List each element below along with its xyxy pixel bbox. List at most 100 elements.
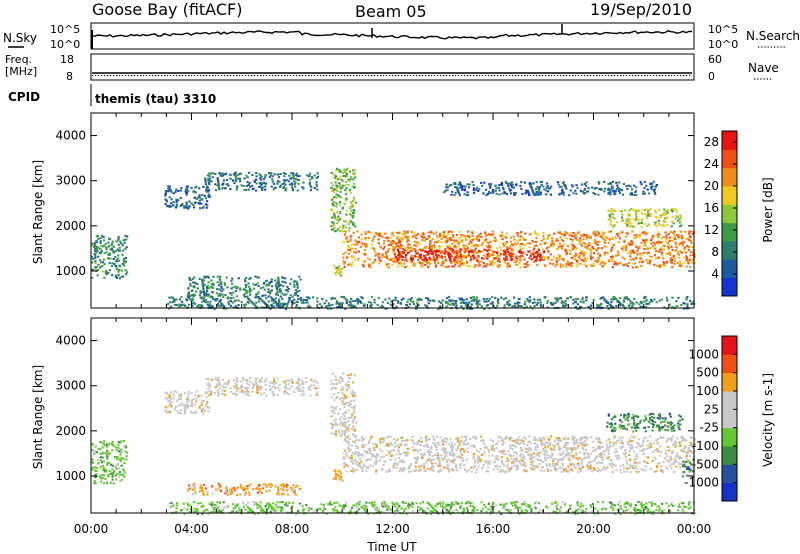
scatter-cell — [663, 212, 666, 214]
scatter-cell — [465, 302, 468, 305]
scatter-cell — [263, 281, 266, 284]
scatter-cell — [102, 258, 105, 261]
scatter-cell — [99, 441, 102, 444]
scatter-cell — [377, 297, 380, 300]
scatter-cell — [201, 282, 204, 285]
scatter-cell — [117, 257, 120, 260]
scatter-cell — [602, 296, 605, 299]
scatter-cell — [219, 300, 222, 303]
scatter-cell — [216, 178, 219, 180]
scatter-cell — [648, 246, 651, 249]
scatter-cell — [462, 254, 465, 257]
scatter-cell — [511, 305, 514, 308]
scatter-cell — [437, 250, 440, 253]
scatter-cell — [574, 306, 577, 308]
scatter-cell — [202, 288, 205, 291]
scatter-cell — [670, 209, 673, 212]
scatter-cell — [317, 387, 320, 389]
scatter-cell — [437, 512, 440, 515]
scatter-cell — [120, 269, 123, 272]
scatter-cell — [471, 249, 474, 252]
scatter-cell — [466, 307, 469, 310]
scatter-cell — [376, 303, 379, 306]
scatter-cell — [526, 190, 530, 193]
scatter-cell — [649, 207, 652, 210]
scatter-cell — [451, 190, 454, 193]
scatter-cell — [653, 190, 656, 193]
scatter-cell — [371, 261, 374, 264]
scatter-cell — [261, 189, 264, 191]
scatter-cell — [262, 483, 265, 486]
scatter-cell — [562, 193, 565, 196]
scatter-cell — [671, 296, 674, 299]
scatter-cell — [193, 276, 196, 279]
scatter-cell — [249, 277, 252, 279]
scatter-cell — [500, 296, 503, 299]
scatter-cell — [341, 227, 344, 229]
scatter-cell — [639, 305, 642, 308]
scatter-cell — [111, 240, 114, 243]
scatter-cell — [594, 260, 597, 262]
scatter-cell — [223, 282, 226, 285]
scatter-cell — [256, 377, 259, 380]
scatter-cell — [101, 468, 104, 471]
scatter-cell — [445, 239, 448, 242]
scatter-cell — [657, 219, 661, 222]
scatter-cell — [187, 286, 190, 289]
scatter-cell — [614, 190, 617, 193]
scatter-cell — [300, 296, 303, 299]
scatter-cell — [564, 302, 567, 305]
scatter-cell — [309, 394, 312, 397]
scatter-cell — [452, 234, 455, 237]
scatter-cell — [447, 253, 450, 256]
scatter-cell — [592, 262, 596, 265]
scatter-cell — [525, 305, 528, 308]
scatter-cell — [258, 484, 261, 487]
scatter-cell — [97, 448, 100, 451]
scatter-cell — [272, 188, 275, 191]
scatter-cell — [584, 246, 587, 249]
scatter-cell — [245, 184, 248, 187]
scatter-cell — [458, 297, 461, 300]
scatter-cell — [647, 501, 650, 504]
scatter-cell — [113, 470, 116, 472]
scatter-cell — [187, 296, 190, 299]
scatter-cell — [373, 248, 376, 250]
scatter-cell — [542, 237, 545, 240]
scatter-cell — [253, 179, 256, 182]
scatter-cell — [458, 237, 461, 240]
scatter-cell — [410, 260, 413, 263]
scatter-cell — [98, 251, 102, 254]
scatter-cell — [638, 261, 641, 264]
scatter-cell — [483, 307, 486, 310]
scatter-cell — [558, 258, 561, 261]
scatter-cell — [581, 511, 584, 513]
scatter-cell — [336, 184, 339, 187]
scatter-cell — [621, 247, 624, 250]
scatter-cell — [455, 262, 458, 265]
scatter-cell — [248, 290, 251, 293]
scatter-cell — [652, 242, 655, 244]
scatter-cell — [265, 394, 268, 397]
scatter-cell — [435, 241, 438, 244]
scatter-cell — [117, 254, 120, 257]
scatter-cell — [546, 182, 549, 185]
scatter-cell — [533, 230, 536, 233]
scatter-cell — [466, 183, 469, 186]
scatter-cell — [632, 225, 636, 228]
scatter-cell — [602, 231, 605, 234]
scatter-cell — [625, 218, 628, 221]
scatter-cell — [293, 280, 296, 283]
scatter-cell — [415, 245, 418, 248]
scatter-cell — [184, 190, 187, 193]
scatter-cell — [502, 253, 506, 256]
scatter-cell — [277, 281, 280, 284]
scatter-cell — [170, 198, 173, 201]
scatter-cell — [478, 263, 481, 265]
scatter-cell — [284, 183, 287, 186]
scatter-cell — [193, 286, 196, 289]
scatter-cell — [166, 392, 169, 395]
scatter-cell — [625, 232, 628, 234]
scatter-cell — [509, 182, 512, 185]
scatter-cell — [515, 255, 518, 258]
